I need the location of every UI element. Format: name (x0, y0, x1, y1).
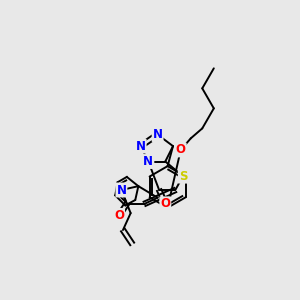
Text: O: O (176, 143, 186, 157)
Text: O: O (160, 197, 170, 210)
Text: N: N (143, 155, 153, 168)
Text: O: O (114, 209, 124, 222)
Text: N: N (153, 128, 163, 141)
Text: N: N (136, 140, 146, 153)
Text: N: N (116, 184, 126, 196)
Text: S: S (179, 169, 187, 183)
